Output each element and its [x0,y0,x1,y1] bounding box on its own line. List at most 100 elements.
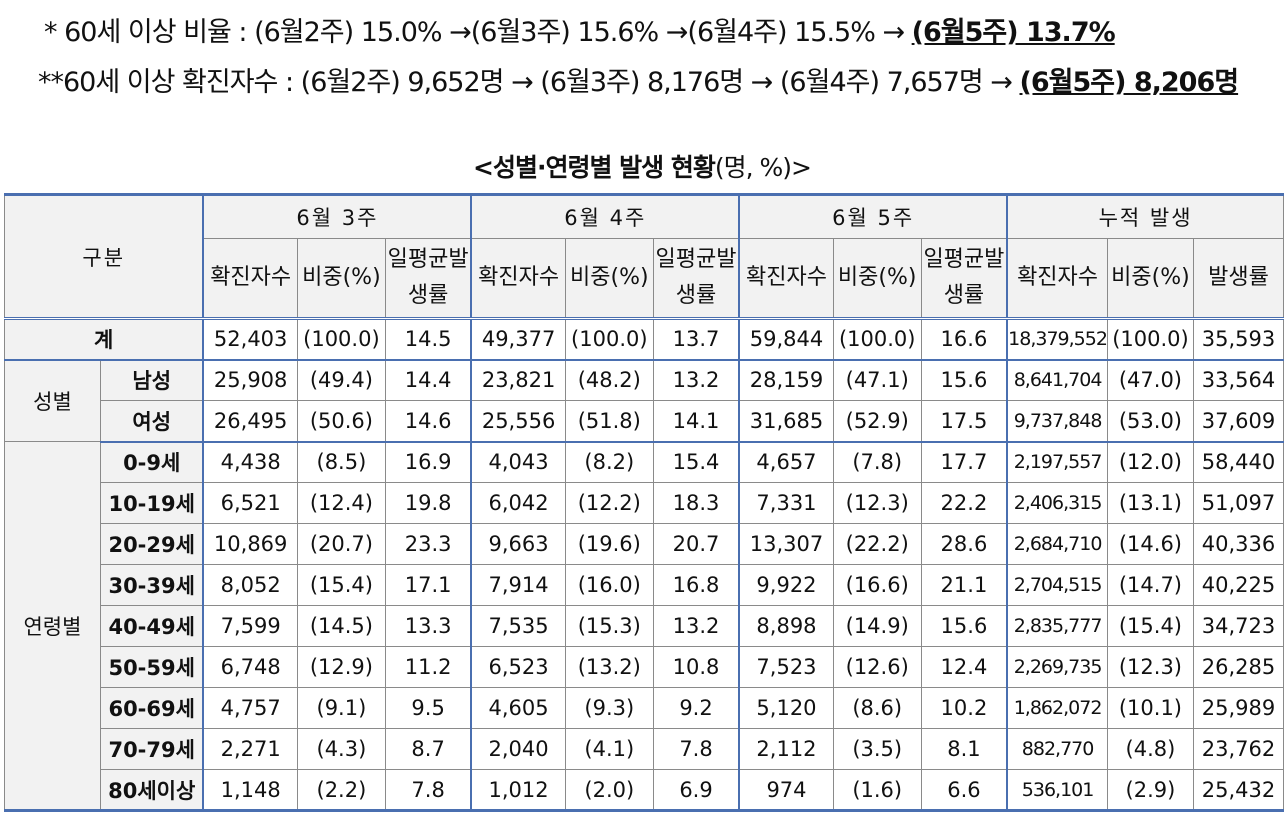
table-cell: 49,377 [470,318,566,361]
table-row: 10-19세 6,521 (12.4) 19.8 6,042 (12.2) 18.3 7,33… [5,482,1284,524]
table-cell: 7,599 [202,605,298,647]
row-label: 남성 [99,359,204,401]
table-cell: (2.2) [296,769,386,812]
table-cell: 25,908 [202,359,298,401]
table-row: 30-39세 8,052 (15.4) 17.1 7,914 (16.0) 16.8 9,92… [5,564,1284,606]
table-cell: (4.8) [1106,728,1194,770]
row-label: 30-39세 [99,564,204,606]
table-cell: 9.2 [652,687,740,729]
table-cell: (4.1) [564,728,654,770]
table-cell: (47.1) [832,359,922,401]
group-label-sex: 성별 [4,359,101,442]
table-cell: 4,605 [470,687,566,729]
table-cell: 10.2 [920,687,1008,729]
table-cell: 13.2 [652,359,740,401]
note-count-latest: (6월5주) 8,206명 [1019,67,1240,98]
table-cell: (14.9) [832,605,922,647]
sex-age-cases-table: 구분 6월 3주 6월 4주 6월 5주 누적 발생 확진자수 비중(%) 일평… [4,193,1284,812]
table-cell: (14.6) [1106,523,1194,565]
table-cell: 33,564 [1192,359,1284,401]
note-count-trend: (6월2주) 9,652명 → (6월3주) 8,176명 → (6월4주) 7… [300,67,1020,98]
table-cell: 2,269,735 [1006,646,1108,688]
table-cell: (13.2) [564,646,654,688]
table-cell: (7.8) [832,441,922,483]
metric-header: 일평균발생률 [384,238,472,320]
table-cell: 12.4 [920,646,1008,688]
table-cell: 15.6 [920,359,1008,401]
table-cell: (49.4) [296,359,386,401]
table-cell: 15.4 [652,441,740,483]
table-cell: (12.6) [832,646,922,688]
period-header: 누적 발생 [1006,193,1284,239]
table-cell: 13.2 [652,605,740,647]
table-cell: (100.0) [832,318,922,361]
table-cell: 1,148 [202,769,298,812]
table-caption: <성별·연령별 발생 현황(명, %)> [0,148,1284,184]
table-cell: (14.7) [1106,564,1194,606]
table-row: 80세이상 1,148 (2.2) 7.8 1,012 (2.0) 6.9 974 (1.6) 6… [5,769,1284,812]
table-caption-title: <성별·연령별 발생 현황 [473,153,716,182]
table-cell: 25,989 [1192,687,1284,729]
table-row: 40-49세 7,599 (14.5) 13.3 7,535 (15.3) 13.2 8,89… [5,605,1284,647]
table-cell: 6.6 [920,769,1008,812]
table-row: 20-29세 10,869 (20.7) 23.3 9,663 (19.6) 20.7 13,… [5,523,1284,565]
table-cell: 7,914 [470,564,566,606]
table-cell: 1,862,072 [1006,687,1108,729]
table-cell: 13.3 [384,605,472,647]
table-cell: (15.4) [1106,605,1194,647]
table-row: 연령별 0-9세 4,438 (8.5) 16.9 4,043 (8.2) 15.4 4,657… [4,441,1284,812]
table-cell: 14.4 [384,359,472,401]
table-cell: (48.2) [564,359,654,401]
table-cell: 536,101 [1006,769,1108,812]
table-cell: 28.6 [920,523,1008,565]
table-cell: 8,641,704 [1006,359,1108,401]
note-count-prefix: **60세 이상 확진자수 : [38,67,301,98]
note-over60-ratio: * 60세 이상 비율 : (6월2주) 15.0% →(6월3주) 15.6%… [44,10,1116,49]
metric-header: 비중(%) [296,238,386,320]
metric-header: 비중(%) [564,238,654,320]
table-row: 성별 남성 25,908 (49.4) 14.4 23,821 (48.2) 13.2 28,1… [4,359,1284,442]
table-cell: 6,042 [470,482,566,524]
table-cell: 2,197,557 [1006,441,1108,483]
table-cell: (12.0) [1106,441,1194,483]
table-body: 구분 6월 3주 6월 4주 6월 5주 누적 발생 확진자수 비중(%) 일평… [4,193,1284,812]
table-cell: (3.5) [832,728,922,770]
table-cell: 7,331 [738,482,834,524]
table-cell: (2.0) [564,769,654,812]
metric-header: 확진자수 [738,238,834,320]
table-caption-unit: (명, %)> [714,153,812,182]
table-cell: 31,685 [738,400,834,443]
row-label: 여성 [99,400,204,443]
table-cell: (9.1) [296,687,386,729]
table-cell: 5,120 [738,687,834,729]
note-ratio-prefix: * 60세 이상 비율 : [44,17,255,48]
table-cell: 25,556 [470,400,566,443]
table-cell: (100.0) [564,318,654,361]
table-cell: 2,704,515 [1006,564,1108,606]
period-header: 6월 4주 [470,193,740,239]
note-ratio-latest: (6월5주) 13.7% [911,17,1116,48]
metric-header: 발생률 [1192,238,1284,320]
table-cell: 14.1 [652,400,740,443]
table-cell: 8.7 [384,728,472,770]
table-cell: 26,495 [202,400,298,443]
table-row: 50-59세 6,748 (12.9) 11.2 6,523 (13.2) 10.8 7,52… [5,646,1284,688]
note-over60-count: **60세 이상 확진자수 : (6월2주) 9,652명 → (6월3주) 8… [38,60,1240,99]
table-cell: 18.3 [652,482,740,524]
corner-header: 구분 [4,193,204,320]
table-cell: 4,757 [202,687,298,729]
table-cell: (8.5) [296,441,386,483]
table-cell: (20.7) [296,523,386,565]
row-label: 계 [4,318,204,361]
table-cell: 17.7 [920,441,1008,483]
table-cell: 14.5 [384,318,472,361]
table-cell: 35,593 [1192,318,1284,361]
table-cell: 10.8 [652,646,740,688]
metric-header-row: 확진자수 비중(%) 일평균발생률 확진자수 비중(%) 일평균발생률 확진자수… [5,238,1284,320]
total-row: 계 52,403 (100.0) 14.5 49,377 (100.0) 13.7 59,84… [4,318,1284,361]
table-cell: 9,663 [470,523,566,565]
table-cell: 14.6 [384,400,472,443]
row-label: 40-49세 [99,605,204,647]
table-cell: 882,770 [1006,728,1108,770]
table-cell: 1,012 [470,769,566,812]
